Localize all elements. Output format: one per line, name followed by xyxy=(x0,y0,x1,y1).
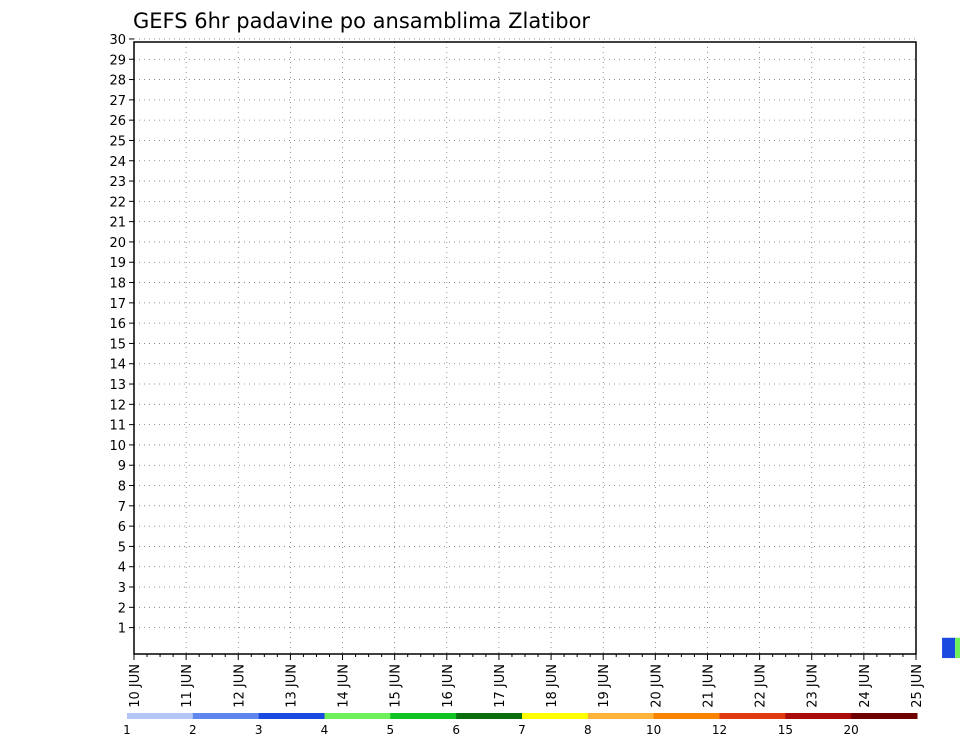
y-tick-label: 1 xyxy=(118,622,126,637)
x-tick-label: 12 JUN xyxy=(232,664,247,708)
y-tick-label: 13 xyxy=(109,378,126,393)
y-tick-label: 14 xyxy=(109,358,126,373)
legend-label: 1 xyxy=(123,723,131,737)
y-tick-label: 26 xyxy=(109,114,126,129)
heatmap-cell xyxy=(955,637,960,659)
y-tick-label: 2 xyxy=(118,601,126,616)
y-tick-label: 30 xyxy=(109,33,126,48)
x-tick-label: 23 JUN xyxy=(806,664,821,708)
y-tick-label: 28 xyxy=(109,74,126,89)
legend-label: 4 xyxy=(321,723,329,737)
legend-swatch xyxy=(192,713,260,719)
chart-title: GEFS 6hr padavine po ansamblima Zlatibor xyxy=(133,9,590,33)
x-tick-label: 18 JUN xyxy=(545,664,560,708)
legend-label: 15 xyxy=(778,723,793,737)
x-axis: 10 JUN 11 JUN 12 JUN 13 JUN 14 JUN 15 JUN 16 J… xyxy=(128,654,925,708)
y-tick-label: 20 xyxy=(109,236,126,251)
legend-swatch xyxy=(390,713,457,719)
y-tick-label: 11 xyxy=(109,419,126,434)
y-axis: 1234567891011121314151617181920212223242… xyxy=(109,33,134,637)
legend-label: 10 xyxy=(646,723,661,737)
y-tick-label: 15 xyxy=(109,337,126,352)
legend-swatch xyxy=(851,713,918,719)
heatmap-cells xyxy=(942,637,960,659)
legend-swatch xyxy=(324,713,391,719)
color-legend: 1 2 3 4 5 6 7 8 10 12 15 20 xyxy=(123,713,918,737)
x-tick-label: 10 JUN xyxy=(128,664,143,708)
x-tick-label: 19 JUN xyxy=(597,664,612,708)
y-tick-label: 10 xyxy=(109,439,126,454)
y-tick-label: 22 xyxy=(109,195,126,210)
legend-label: 5 xyxy=(387,723,395,737)
legend-swatch xyxy=(258,713,325,719)
y-tick-label: 5 xyxy=(118,540,126,555)
x-tick-label: 13 JUN xyxy=(284,664,299,708)
heatmap-cell xyxy=(942,637,956,659)
legend-label: 2 xyxy=(189,723,197,737)
y-tick-label: 25 xyxy=(109,134,126,149)
x-tick-label: 21 JUN xyxy=(701,664,716,708)
plot-frame xyxy=(133,41,917,655)
legend-label: 20 xyxy=(844,723,859,737)
legend-swatch xyxy=(456,713,523,719)
legend-swatch xyxy=(587,713,655,719)
legend-swatch xyxy=(127,713,194,719)
y-tick-label: 27 xyxy=(109,94,126,109)
y-tick-label: 23 xyxy=(109,175,126,190)
y-tick-label: 3 xyxy=(118,581,126,596)
y-tick-label: 18 xyxy=(109,277,126,292)
x-tick-label: 20 JUN xyxy=(649,664,664,708)
legend-label: 12 xyxy=(712,723,727,737)
y-tick-label: 17 xyxy=(109,297,126,312)
legend-swatch xyxy=(653,713,720,719)
x-tick-label: 11 JUN xyxy=(180,664,195,708)
grid-lines xyxy=(134,38,916,654)
y-tick-label: 8 xyxy=(118,480,126,495)
y-tick-label: 4 xyxy=(118,561,126,576)
legend-label: 6 xyxy=(452,723,460,737)
y-tick-label: 24 xyxy=(109,155,126,170)
y-tick-label: 21 xyxy=(109,216,126,231)
x-tick-label: 24 JUN xyxy=(858,664,873,708)
y-tick-label: 6 xyxy=(118,520,126,535)
y-tick-label: 12 xyxy=(109,398,126,413)
y-tick-label: 29 xyxy=(109,53,126,68)
legend-label: 8 xyxy=(584,723,592,737)
x-tick-label: 22 JUN xyxy=(754,664,769,708)
legend-label: 7 xyxy=(518,723,526,737)
y-tick-label: 7 xyxy=(118,500,126,515)
legend-swatch xyxy=(522,713,589,719)
legend-label: 3 xyxy=(255,723,263,737)
x-tick-label: 17 JUN xyxy=(493,664,508,708)
legend-swatch xyxy=(785,713,852,719)
y-tick-label: 19 xyxy=(109,256,126,271)
x-tick-label: 14 JUN xyxy=(337,664,352,708)
x-tick-label: 16 JUN xyxy=(441,664,456,708)
legend-swatch xyxy=(719,713,786,719)
x-tick-label: 25 JUN xyxy=(910,664,925,708)
y-tick-label: 16 xyxy=(109,317,126,332)
y-tick-label: 9 xyxy=(118,459,126,474)
x-tick-label: 15 JUN xyxy=(389,664,404,708)
